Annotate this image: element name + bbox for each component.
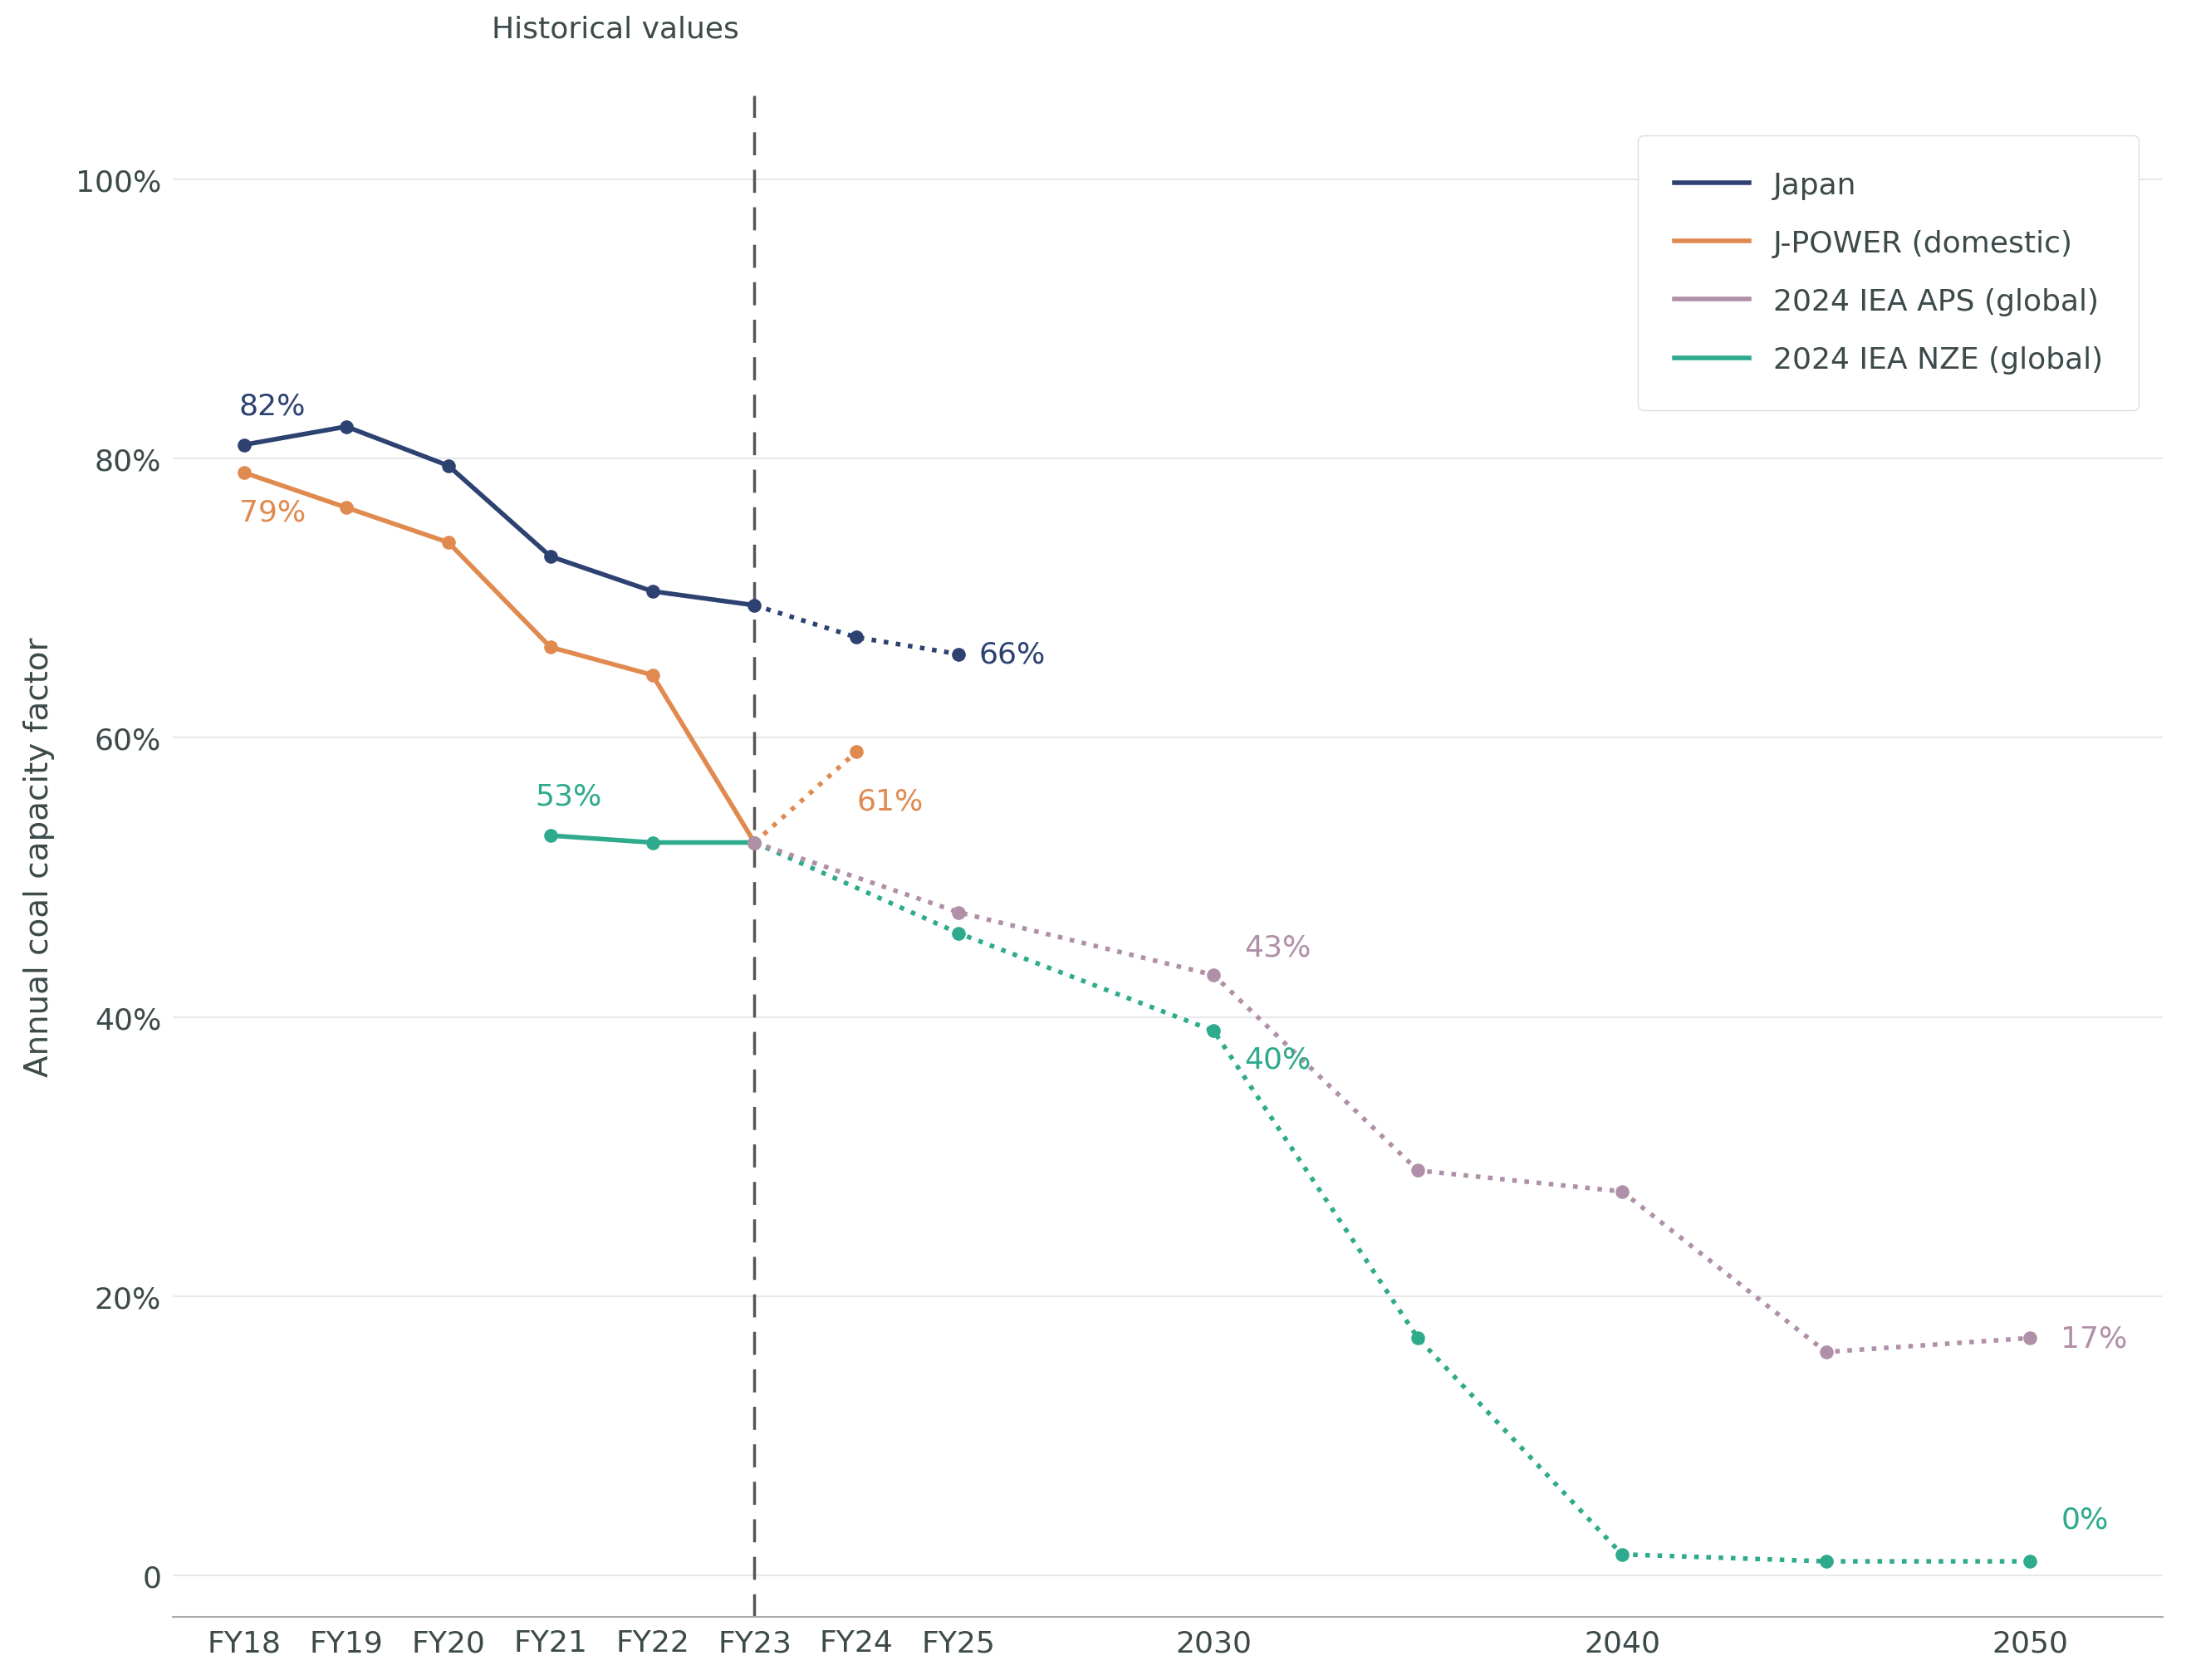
- Point: [1808, 1339, 1843, 1366]
- Point: [533, 823, 568, 850]
- Text: 79%: 79%: [238, 499, 306, 526]
- Point: [1808, 1547, 1843, 1574]
- Point: [1196, 1018, 1231, 1045]
- Text: 53%: 53%: [536, 783, 601, 811]
- Text: 0%: 0%: [2061, 1505, 2109, 1534]
- Text: Historical values: Historical values: [492, 15, 739, 44]
- Point: [328, 413, 363, 440]
- Text: 40%: 40%: [1244, 1045, 1312, 1074]
- Point: [328, 494, 363, 521]
- Text: 82%: 82%: [238, 391, 306, 420]
- Y-axis label: Annual coal capacity factor: Annual coal capacity factor: [24, 637, 55, 1077]
- Point: [431, 454, 466, 480]
- Point: [227, 432, 262, 459]
- Point: [1605, 1541, 1640, 1567]
- Point: [942, 642, 977, 669]
- Point: [1401, 1158, 1436, 1184]
- Text: 43%: 43%: [1244, 934, 1312, 961]
- Point: [737, 830, 772, 857]
- Point: [634, 830, 669, 857]
- Point: [227, 460, 262, 487]
- Point: [2013, 1326, 2048, 1352]
- Point: [1401, 1326, 1436, 1352]
- Point: [533, 633, 568, 660]
- Point: [737, 593, 772, 620]
- Point: [1605, 1178, 1640, 1205]
- Point: [634, 578, 669, 605]
- Legend: Japan, J-POWER (domestic), 2024 IEA APS (global), 2024 IEA NZE (global): Japan, J-POWER (domestic), 2024 IEA APS …: [1637, 136, 2138, 410]
- Point: [1196, 963, 1231, 990]
- Point: [634, 662, 669, 689]
- Point: [431, 529, 466, 556]
- Text: 66%: 66%: [979, 640, 1045, 669]
- Text: 61%: 61%: [857, 788, 922, 815]
- Point: [737, 830, 772, 857]
- Text: 17%: 17%: [2061, 1324, 2127, 1352]
- Point: [839, 739, 874, 766]
- Point: [533, 544, 568, 571]
- Point: [942, 921, 977, 948]
- Point: [2013, 1547, 2048, 1574]
- Point: [737, 830, 772, 857]
- Point: [839, 625, 874, 652]
- Point: [942, 899, 977, 926]
